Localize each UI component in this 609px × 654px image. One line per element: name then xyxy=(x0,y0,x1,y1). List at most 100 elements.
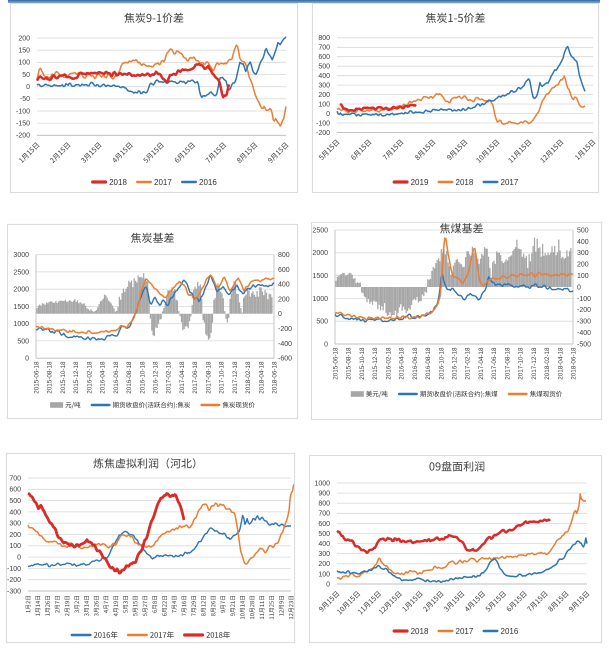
svg-text:2000: 2000 xyxy=(312,250,328,257)
svg-text:150: 150 xyxy=(18,48,30,55)
svg-text:0: 0 xyxy=(17,555,21,562)
svg-text:1000: 1000 xyxy=(13,321,29,328)
svg-text:2018-06-18: 2018-06-18 xyxy=(272,361,279,394)
svg-text:500: 500 xyxy=(9,498,21,505)
svg-text:-200: -200 xyxy=(278,326,292,333)
svg-text:900: 900 xyxy=(318,491,330,498)
svg-text:100: 100 xyxy=(9,543,21,550)
svg-text:400: 400 xyxy=(278,282,290,289)
svg-text:-200: -200 xyxy=(316,130,330,137)
svg-text:-100: -100 xyxy=(7,566,21,573)
svg-text:2017-04-18: 2017-04-18 xyxy=(179,361,186,394)
svg-text:500: 500 xyxy=(316,319,328,326)
svg-text:1500: 1500 xyxy=(312,273,328,280)
svg-text:500: 500 xyxy=(318,531,330,538)
svg-text:200: 200 xyxy=(9,532,21,539)
svg-text:2018-04-18: 2018-04-18 xyxy=(557,347,564,380)
svg-text:100: 100 xyxy=(318,101,330,108)
svg-text:200: 200 xyxy=(18,35,30,42)
svg-text:-300: -300 xyxy=(577,319,591,326)
svg-text:2015-12-18: 2015-12-18 xyxy=(73,361,80,394)
svg-text:0: 0 xyxy=(326,581,330,588)
svg-text:-200: -200 xyxy=(16,133,30,140)
svg-text:-200: -200 xyxy=(7,577,21,584)
svg-text:2018: 2018 xyxy=(411,627,429,636)
svg-text:1000: 1000 xyxy=(314,480,330,487)
svg-text:50: 50 xyxy=(22,72,30,79)
svg-text:2017-10-18: 2017-10-18 xyxy=(518,347,525,380)
svg-text:100: 100 xyxy=(577,273,589,280)
svg-text:2017-02-18: 2017-02-18 xyxy=(166,361,173,394)
svg-text:-200: -200 xyxy=(577,307,591,314)
svg-text:500: 500 xyxy=(577,227,589,234)
svg-text:2015-08-18: 2015-08-18 xyxy=(346,347,353,380)
svg-text:700: 700 xyxy=(9,475,21,482)
svg-text:2017-08-18: 2017-08-18 xyxy=(205,361,212,394)
svg-text:600: 600 xyxy=(318,54,330,61)
svg-text:400: 400 xyxy=(318,73,330,80)
svg-text:600: 600 xyxy=(318,521,330,528)
svg-text:1000: 1000 xyxy=(312,296,328,303)
svg-text:0: 0 xyxy=(326,111,330,118)
svg-text:2017-04-18: 2017-04-18 xyxy=(478,347,485,380)
svg-text:200: 200 xyxy=(318,92,330,99)
svg-text:-500: -500 xyxy=(577,341,591,348)
svg-text:-150: -150 xyxy=(16,121,30,128)
svg-text:-100: -100 xyxy=(316,120,330,127)
svg-text:800: 800 xyxy=(318,501,330,508)
svg-text:2017-08-18: 2017-08-18 xyxy=(504,347,511,380)
svg-text:2015-08-18: 2015-08-18 xyxy=(47,361,54,394)
svg-text:-300: -300 xyxy=(7,588,21,595)
svg-text:800: 800 xyxy=(318,35,330,42)
svg-text:2017: 2017 xyxy=(456,627,474,636)
svg-text:2018-04-18: 2018-04-18 xyxy=(258,361,265,394)
svg-text:200: 200 xyxy=(577,262,589,269)
svg-text:0: 0 xyxy=(26,84,30,91)
svg-text:2018-02-18: 2018-02-18 xyxy=(544,347,551,380)
svg-text:600: 600 xyxy=(9,487,21,494)
svg-text:2016-12-18: 2016-12-18 xyxy=(153,361,160,394)
svg-text:700: 700 xyxy=(318,511,330,518)
svg-text:-100: -100 xyxy=(577,296,591,303)
svg-text:500: 500 xyxy=(318,64,330,71)
svg-text:2000: 2000 xyxy=(13,287,29,294)
svg-text:2015-10-18: 2015-10-18 xyxy=(60,361,67,394)
svg-text:2016-06-18: 2016-06-18 xyxy=(412,347,419,380)
svg-text:1500: 1500 xyxy=(13,304,29,311)
svg-text:300: 300 xyxy=(9,521,21,528)
svg-text:-50: -50 xyxy=(20,96,30,103)
svg-text:2016-12-18: 2016-12-18 xyxy=(452,347,459,380)
svg-text:-600: -600 xyxy=(278,356,292,363)
svg-text:600: 600 xyxy=(278,267,290,274)
svg-text:2017-12-18: 2017-12-18 xyxy=(232,361,239,394)
svg-text:2016-02-18: 2016-02-18 xyxy=(86,361,93,394)
svg-text:2016-10-18: 2016-10-18 xyxy=(438,347,445,380)
svg-text:300: 300 xyxy=(318,551,330,558)
svg-text:400: 400 xyxy=(9,509,21,516)
svg-text:2016-02-18: 2016-02-18 xyxy=(385,347,392,380)
svg-text:300: 300 xyxy=(318,83,330,90)
svg-text:2015-10-18: 2015-10-18 xyxy=(359,347,366,380)
svg-text:2016-04-18: 2016-04-18 xyxy=(399,347,406,380)
svg-text:-400: -400 xyxy=(278,341,292,348)
svg-text:2016-06-18: 2016-06-18 xyxy=(113,361,120,394)
svg-text:100: 100 xyxy=(18,60,30,67)
svg-text:400: 400 xyxy=(318,541,330,548)
svg-text:2016-08-18: 2016-08-18 xyxy=(425,347,432,380)
svg-text:2018-02-18: 2018-02-18 xyxy=(245,361,252,394)
svg-text:2500: 2500 xyxy=(312,227,328,234)
svg-text:2018-06-18: 2018-06-18 xyxy=(571,347,578,380)
svg-text:2015-06-18: 2015-06-18 xyxy=(333,347,340,380)
svg-text:2018: 2018 xyxy=(456,178,474,187)
svg-text:2018: 2018 xyxy=(109,178,127,187)
svg-text:0: 0 xyxy=(25,356,29,363)
svg-text:100: 100 xyxy=(318,571,330,578)
svg-text:0: 0 xyxy=(324,341,328,348)
svg-text:800: 800 xyxy=(278,252,290,259)
svg-text:2016-08-18: 2016-08-18 xyxy=(126,361,133,394)
svg-text:2017: 2017 xyxy=(501,178,519,187)
svg-text:2017-02-18: 2017-02-18 xyxy=(465,347,472,380)
svg-text:2015-12-18: 2015-12-18 xyxy=(372,347,379,380)
svg-text:-400: -400 xyxy=(577,330,591,337)
svg-text:400: 400 xyxy=(577,239,589,246)
